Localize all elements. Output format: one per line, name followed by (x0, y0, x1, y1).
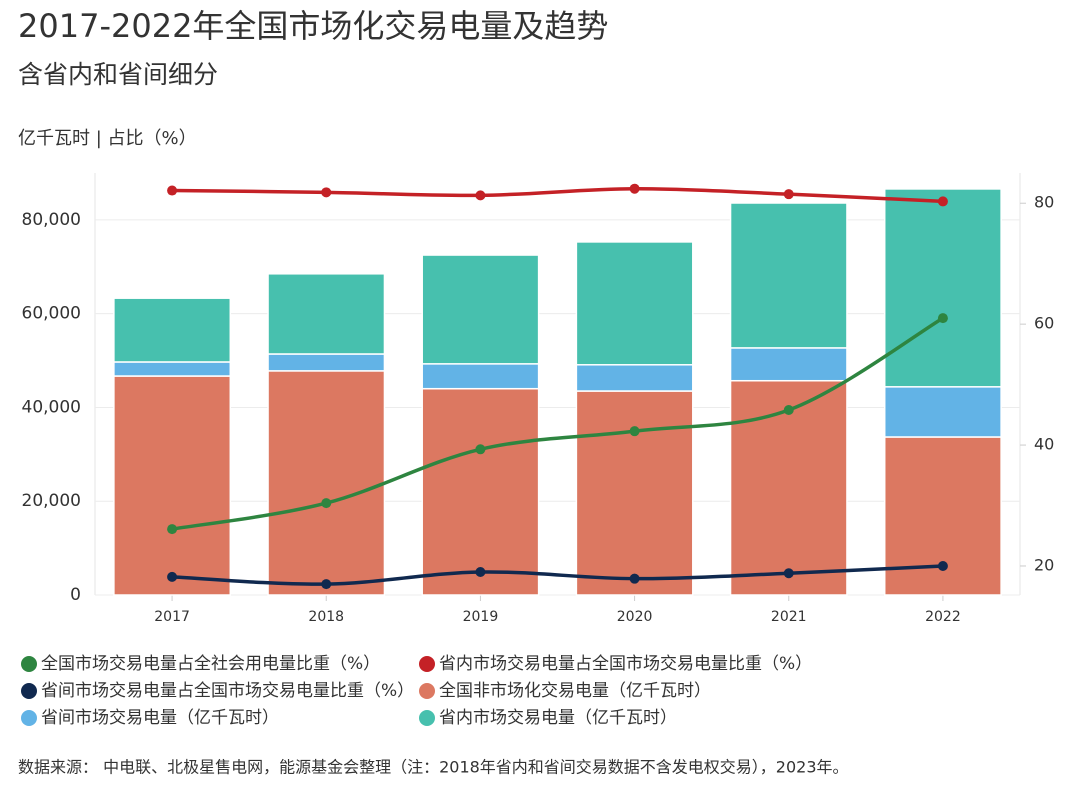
point (937, 560, 948, 571)
y2-tick-label: 20 (1034, 555, 1054, 574)
point (629, 426, 640, 437)
point (475, 190, 486, 201)
bar (575, 241, 694, 366)
chart-title: 2017-2022年全国市场化交易电量及趋势 (18, 7, 608, 45)
legend-swatch (419, 683, 435, 699)
y2-tick-label: 60 (1034, 314, 1054, 333)
point (937, 196, 948, 207)
x-tick-label: 2018 (308, 609, 344, 625)
bar (729, 202, 848, 349)
bar (113, 361, 232, 377)
point (783, 189, 794, 200)
bar (421, 363, 540, 390)
x-tick-label: 2019 (463, 609, 499, 625)
x-tick-label: 2022 (925, 609, 961, 625)
x-tick-label: 2021 (771, 609, 807, 625)
bar (421, 254, 540, 365)
line (172, 564, 943, 586)
point (321, 498, 332, 509)
bar (421, 387, 540, 596)
y-tick-label: 0 (70, 585, 81, 605)
bar (113, 297, 232, 363)
x-tick-label: 2020 (617, 609, 653, 625)
source: 数据来源： 中电联、北极星售电网，能源基金会整理（注：2018年省内和省间交易数… (18, 758, 849, 777)
point (167, 524, 178, 535)
y2-tick-label: 80 (1034, 193, 1054, 212)
y-tick-label: 40,000 (22, 397, 81, 417)
point (475, 444, 486, 455)
legend-label: 省内市场交易电量占全国市场交易电量比重（%） (439, 654, 812, 674)
point (321, 579, 332, 590)
x-tick-label: 2017 (154, 609, 190, 625)
legend-swatch (21, 656, 37, 672)
chart-subtitle: 含省内和省间细分 (18, 60, 218, 89)
legend-swatch (21, 710, 37, 726)
point (629, 183, 640, 194)
y-tick-label: 60,000 (22, 304, 81, 324)
line (172, 186, 943, 204)
bar (575, 364, 694, 392)
legend-swatch (419, 710, 435, 726)
bar (575, 390, 694, 596)
bar (267, 353, 386, 372)
point (321, 187, 332, 198)
axis-label: 亿千瓦时 | 占比（%） (18, 128, 197, 149)
y2-tick-label: 40 (1034, 435, 1054, 454)
point (783, 568, 794, 579)
legend-swatch (21, 683, 37, 699)
bar (883, 436, 1002, 596)
point (629, 573, 640, 584)
legend-label: 省间市场交易电量占全国市场交易电量比重（%） (41, 681, 414, 701)
bar (729, 347, 848, 382)
bar (113, 375, 232, 596)
y-tick-label: 20,000 (22, 491, 81, 511)
bar (883, 188, 1002, 388)
bar (267, 370, 386, 596)
legend-label: 全国市场交易电量占全社会用电量比重（%） (41, 654, 380, 674)
bar (267, 273, 386, 355)
point (783, 404, 794, 415)
point (937, 313, 948, 324)
legend-swatch (419, 656, 435, 672)
bar (883, 386, 1002, 438)
point (475, 567, 486, 578)
bar (729, 379, 848, 596)
legend-label: 全国非市场化交易电量（亿千瓦时） (439, 681, 711, 701)
y-tick-label: 80,000 (22, 210, 81, 230)
legend-label: 省间市场交易电量（亿千瓦时） (41, 708, 279, 728)
legend-label: 省内市场交易电量（亿千瓦时） (439, 708, 677, 728)
line (171, 316, 944, 531)
point (167, 185, 178, 196)
point (167, 571, 178, 582)
